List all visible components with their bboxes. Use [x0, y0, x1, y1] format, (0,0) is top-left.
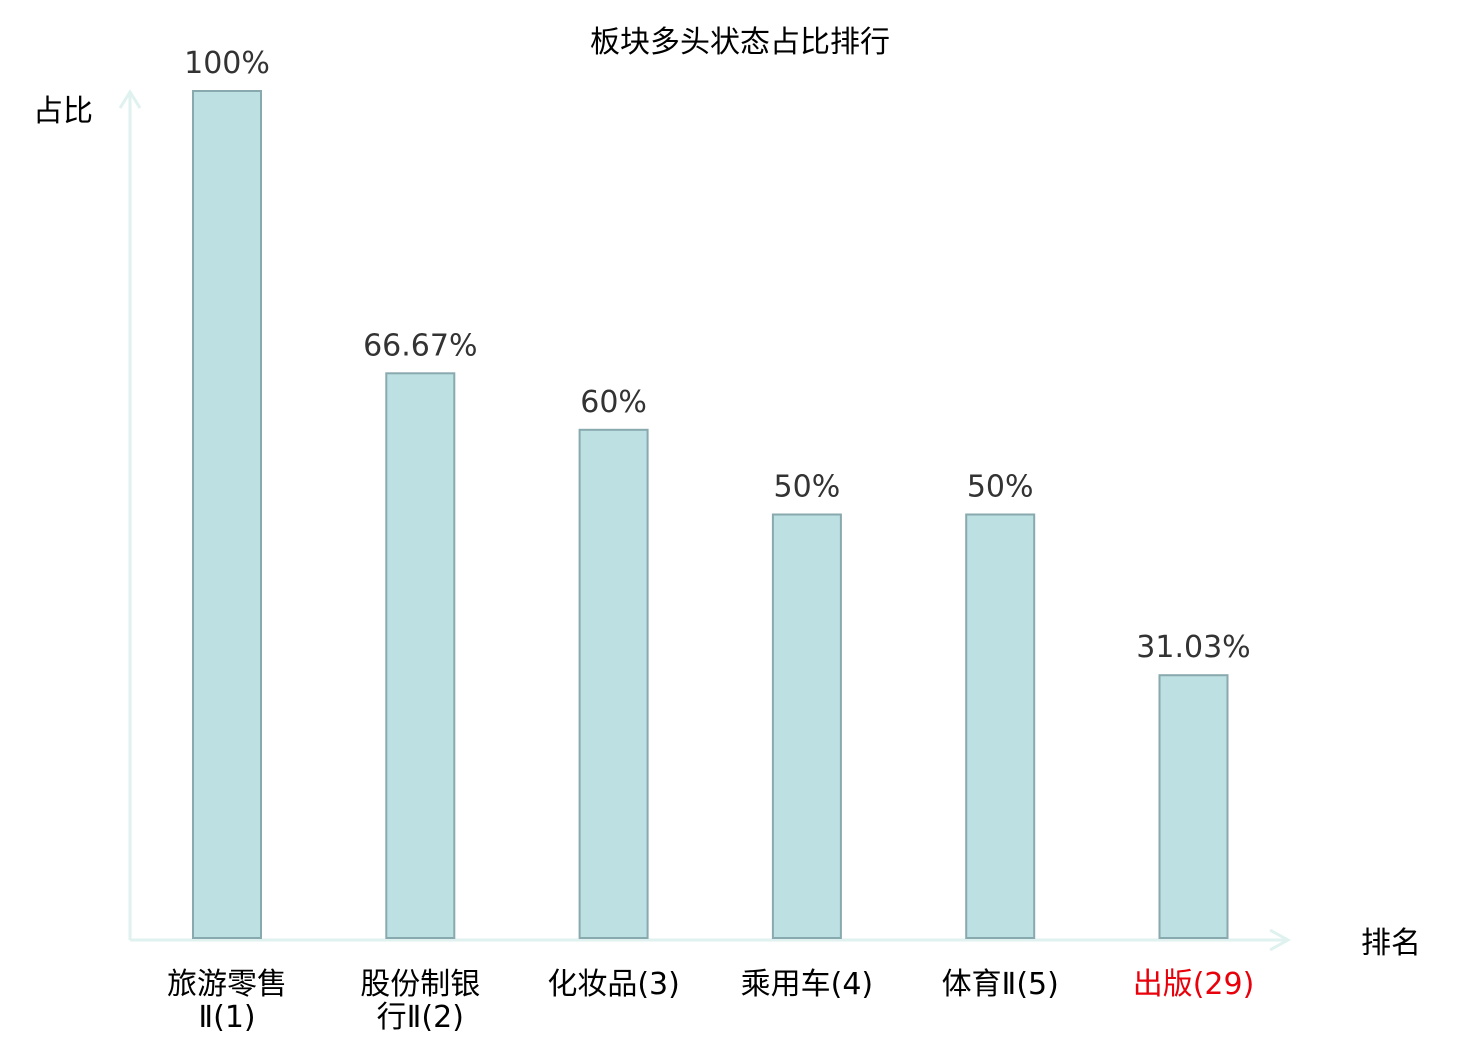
- y-axis-arrow: [118, 89, 142, 109]
- category-label-line: 体育Ⅱ(5): [942, 967, 1059, 1002]
- bar: [578, 428, 649, 939]
- bar-value-label: 66.67%: [363, 328, 477, 363]
- category-label: 出版(29): [1133, 967, 1255, 1002]
- category-label-line: 行Ⅱ(2): [377, 1000, 464, 1035]
- category-labels: 旅游零售 Ⅱ(1) 股份制银行Ⅱ(2) 化妆品(3) 乘用车(4) 体育Ⅱ(5) 出版(29…: [167, 967, 1254, 1035]
- category-label: 股份制银行Ⅱ(2): [360, 967, 480, 1035]
- bars: [192, 90, 1229, 939]
- x-axis-arrow: [1269, 928, 1292, 952]
- bar-value-label: 31.03%: [1136, 630, 1250, 665]
- category-label: 旅游零售 Ⅱ(1): [167, 967, 287, 1035]
- bar-value-label: 100%: [184, 46, 270, 81]
- bar: [771, 513, 842, 939]
- bar-value-label: 50%: [774, 470, 841, 505]
- value-labels: 100% 66.67% 60% 50% 50% 31.03%: [184, 46, 1251, 665]
- chart-title: 板块多头状态占比排行: [590, 25, 890, 60]
- category-label: 体育Ⅱ(5): [942, 967, 1059, 1002]
- x-axis-label: 排名: [1361, 926, 1421, 961]
- bar: [1158, 674, 1229, 939]
- bar: [385, 372, 456, 939]
- category-label-line: 股份制银: [360, 967, 480, 1002]
- category-label: 乘用车(4): [741, 967, 874, 1002]
- category-label-line: Ⅱ(1): [198, 1000, 255, 1035]
- axes: [118, 89, 1292, 952]
- bar: [192, 90, 262, 939]
- category-label: 化妆品(3): [547, 967, 680, 1002]
- y-axis-label: 占比: [33, 94, 93, 129]
- category-label-line: 化妆品(3): [547, 967, 680, 1002]
- category-label-line: 出版(29): [1133, 967, 1255, 1002]
- bar: [965, 513, 1036, 939]
- bar-value-label: 50%: [967, 470, 1034, 505]
- bar-value-label: 60%: [580, 385, 647, 420]
- category-label-line: 乘用车(4): [741, 967, 874, 1002]
- category-label-line: 旅游零售: [167, 967, 287, 1002]
